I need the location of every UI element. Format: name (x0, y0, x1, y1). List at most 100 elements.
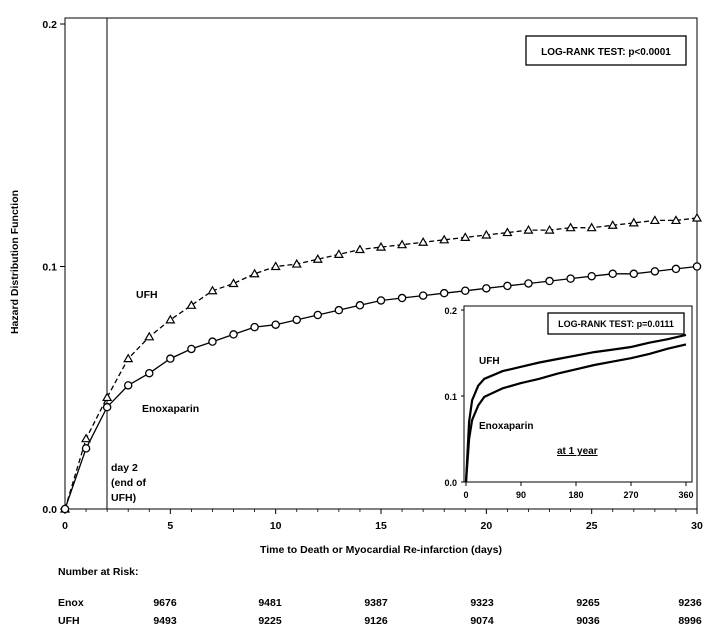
enoxaparin-point-marker (461, 286, 470, 295)
inset-y-tick-label: 0.0 (444, 478, 457, 488)
inset-x-tick-label: 360 (678, 490, 693, 500)
ufh-point-marker (523, 224, 534, 234)
main-series (59, 212, 703, 514)
inset-x-tick-label: 0 (463, 490, 468, 500)
enoxaparin-point-marker (102, 402, 112, 412)
risk-table-cell: 9036 (576, 615, 600, 627)
risk-table-cell: 9126 (364, 615, 388, 627)
enoxaparin-point-marker (692, 262, 702, 271)
enoxaparin-point-marker (566, 274, 575, 283)
enoxaparin-point-marker (355, 301, 365, 310)
ufh-point-marker (333, 249, 344, 258)
enoxaparin-point-marker (545, 276, 554, 286)
enoxaparin-point-marker (145, 368, 154, 378)
ufh-point-marker (607, 220, 618, 229)
ufh-point-marker (144, 331, 155, 341)
inset-series-line-ufh (464, 333, 687, 483)
inset-y-tick-label: 0.2 (444, 306, 457, 316)
risk-row-label-ufh: UFH (58, 615, 80, 627)
enoxaparin-point-marker (608, 269, 617, 279)
x-axis-ticks: 0 5 10 15 20 25 30 (62, 509, 703, 532)
ufh-point-marker (649, 215, 660, 225)
series-label-enoxaparin: Enoxaparin (142, 403, 199, 415)
risk-table-cell: 9236 (678, 597, 702, 609)
inset-x-tick-label: 90 (516, 490, 526, 500)
number-at-risk-table: Number at Risk: Enox UFH 9676 9481 9387 932… (58, 566, 702, 627)
ufh-point-marker (312, 254, 323, 263)
risk-table-cell: 9676 (153, 597, 177, 609)
inset-label-enoxaparin: Enoxaparin (479, 421, 533, 432)
ufh-point-marker (691, 212, 703, 222)
inset-x-ticks: 0 90 180 270 360 (463, 482, 694, 500)
x-tick-label: 15 (375, 520, 387, 532)
risk-table-title: Number at Risk: (58, 566, 139, 578)
inset-caption: at 1 year (557, 446, 598, 457)
enoxaparin-point-marker (629, 269, 639, 279)
inset-x-tick-label: 270 (623, 490, 638, 500)
inset-series (464, 333, 687, 483)
y-tick-label: 0.1 (42, 262, 57, 274)
ufh-point-marker (81, 433, 92, 443)
enoxaparin-point-marker (650, 267, 660, 276)
x-tick-label: 30 (691, 520, 703, 532)
enoxaparin-point-marker (292, 315, 301, 325)
ufh-point-marker (544, 224, 555, 234)
enoxaparin-point-marker (81, 444, 91, 453)
risk-table-cell: 9074 (470, 615, 494, 627)
enoxaparin-point-marker (397, 293, 407, 303)
day2-annotation-line1: day 2 (111, 462, 138, 474)
ufh-point-marker (291, 258, 302, 268)
logrank-text: LOG-RANK TEST: p<0.0001 (541, 47, 671, 58)
ufh-point-marker (354, 244, 365, 254)
enoxaparin-point-marker (482, 284, 491, 293)
enoxaparin-point-marker (313, 310, 323, 320)
ufh-point-marker (375, 241, 387, 251)
inset-frame (463, 305, 693, 483)
risk-table-cell: 9265 (576, 597, 600, 609)
logrank-box (525, 35, 687, 66)
x-tick-label: 20 (480, 520, 492, 532)
ufh-point-marker (502, 227, 513, 237)
enoxaparin-point-marker (376, 296, 386, 305)
ufh-point-marker (397, 239, 408, 249)
inset-x-tick-label: 180 (568, 490, 583, 500)
inset-logrank-text: LOG-RANK TEST: p=0.0111 (558, 319, 674, 329)
enoxaparin-point-marker (60, 504, 70, 514)
x-tick-label: 0 (62, 520, 68, 532)
ufh-point-marker (207, 285, 218, 295)
risk-table-cell: 9493 (153, 615, 177, 627)
series-label-ufh: UFH (136, 289, 158, 301)
enoxaparin-point-marker (418, 291, 428, 300)
y-axis-ticks: 0.0 0.1 0.2 (42, 19, 65, 516)
y-axis-label: Hazard Distribution Function (9, 190, 21, 334)
risk-table-cell: 8996 (678, 615, 702, 627)
inset-chart: 0.0 0.1 0.2 0 90 180 270 360 LOG-RANK TEST: p=… (444, 305, 694, 500)
enoxaparin-point-marker (187, 344, 196, 354)
ufh-point-marker (270, 261, 281, 271)
enoxaparin-point-marker (334, 305, 344, 315)
x-tick-label: 25 (586, 520, 598, 532)
inset-logrank-box (547, 312, 685, 335)
enoxaparin-point-marker (439, 288, 449, 298)
risk-table-cell: 9323 (470, 597, 494, 609)
ufh-point-marker (249, 268, 260, 278)
inset-series-line-enoxaparin (464, 343, 687, 483)
x-axis-label: Time to Death or Myocardial Re-infarctio… (260, 544, 502, 556)
enoxaparin-point-marker (123, 381, 133, 390)
ufh-point-marker (460, 232, 471, 241)
risk-table-cell: 9481 (258, 597, 282, 609)
inset-label-ufh: UFH (479, 356, 500, 367)
enoxaparin-point-marker (166, 354, 175, 363)
ufh-point-marker (586, 222, 597, 232)
enoxaparin-point-marker (271, 320, 280, 329)
ufh-point-marker (565, 222, 576, 232)
ufh-point-marker (186, 300, 197, 309)
y-tick-label: 0.0 (42, 504, 57, 516)
risk-table-cell: 9225 (258, 615, 282, 627)
enoxaparin-point-marker (671, 264, 681, 274)
ufh-point-marker (418, 237, 429, 246)
risk-row-label-enox: Enox (58, 597, 84, 609)
enoxaparin-point-marker (229, 330, 238, 339)
risk-table-cell: 9387 (364, 597, 388, 609)
